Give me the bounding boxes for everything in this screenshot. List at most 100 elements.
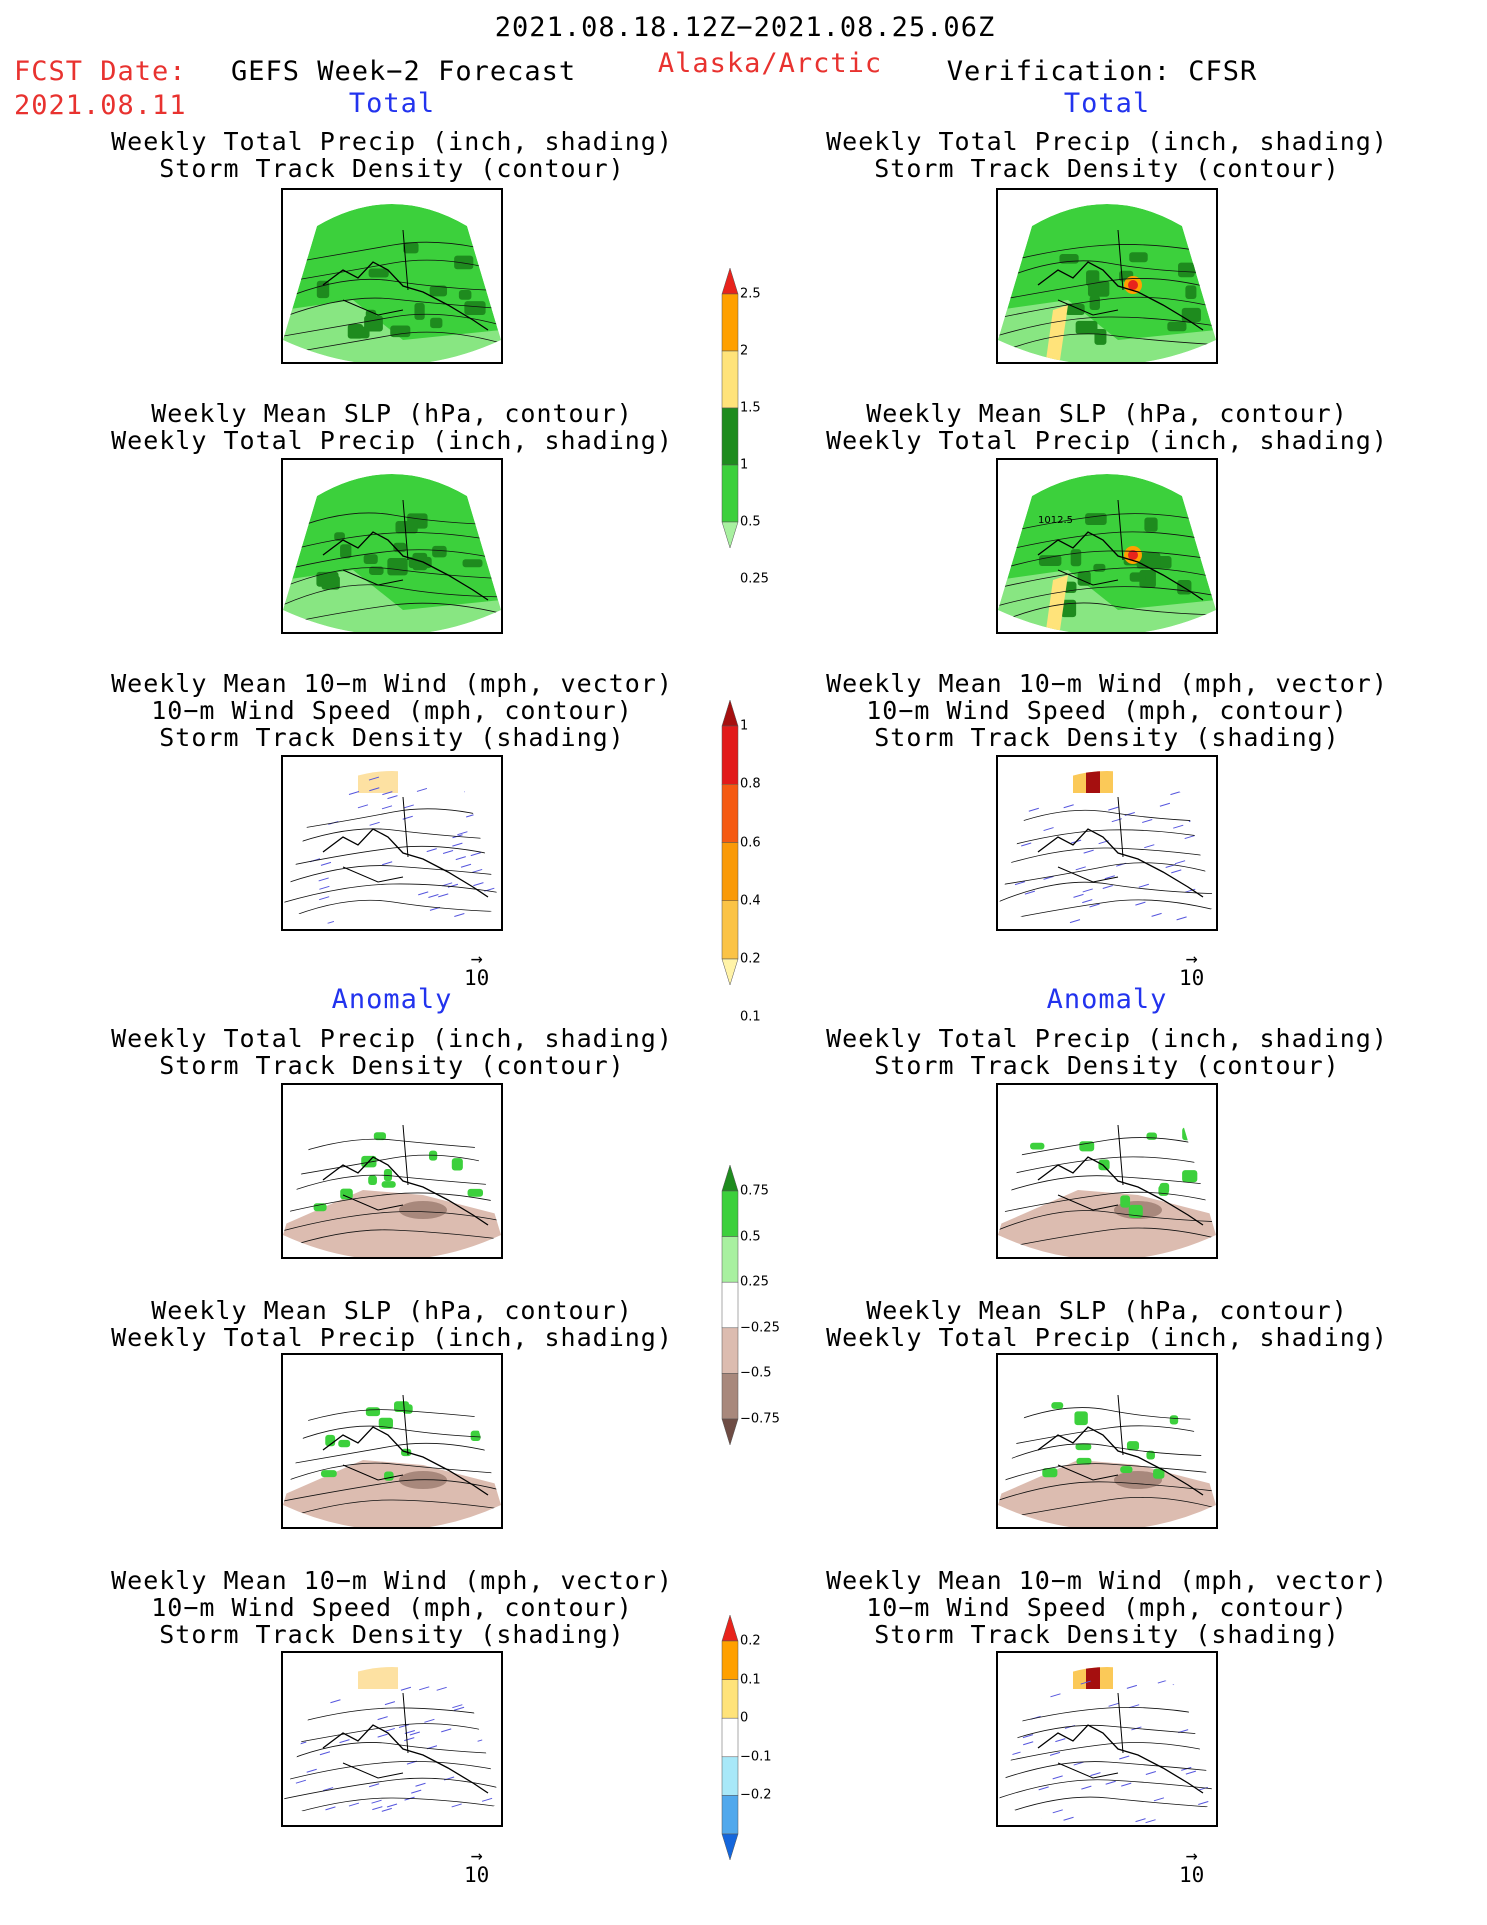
vector-ref-fc-anom: → 10: [464, 1843, 490, 1887]
map-panel-ver-anom-wind: [996, 1651, 1218, 1827]
map-graphic: [998, 204, 1216, 362]
map-graphic: [283, 771, 501, 929]
colorbar-tick-label: 1: [740, 718, 749, 734]
panel-title-ver-anom-wind: Weekly Mean 10−m Wind (mph, vector) 10−m …: [826, 1567, 1388, 1648]
panel-title-line: Storm Track Density (shading): [159, 1620, 625, 1649]
colorbar-tick-label: −0.1: [740, 1749, 772, 1765]
section-anomaly-left: Anomaly: [331, 984, 453, 1015]
panel-title-line: Weekly Total Precip (inch, shading): [111, 1024, 673, 1053]
colorbar-tick-label: 0.75: [740, 1183, 769, 1199]
colorbar-swatch: [721, 1679, 739, 1719]
colorbar-tick-label: 1.5: [740, 400, 761, 416]
vector-ref-ver-anom: → 10: [1179, 1843, 1205, 1887]
panel-title-line: 10−m Wind Speed (mph, contour): [866, 696, 1348, 725]
arrow-right-icon: →: [470, 946, 483, 970]
colorbar-swatch: [721, 521, 739, 549]
section-total-left: Total: [348, 88, 436, 119]
colorbar-swatch: [721, 350, 739, 409]
colorbar-tick-label: −0.2: [740, 1787, 772, 1803]
panel-title-line: Weekly Mean 10−m Wind (mph, vector): [826, 1566, 1388, 1595]
panel-title-line: Weekly Total Precip (inch, shading): [826, 426, 1388, 455]
colorbar-tick-label: 1: [740, 457, 749, 473]
map-graphic: [998, 1667, 1216, 1825]
colorbar-tick-label: 0.2: [740, 951, 761, 967]
colorbar-tick-label: 0.25: [740, 571, 769, 587]
colorbar-tick-label: 0.5: [740, 1229, 761, 1245]
colorbar-swatch: [721, 267, 739, 295]
colorbar-tick-label: 0.6: [740, 835, 761, 850]
panel-title-line: Weekly Total Precip (inch, shading): [826, 1024, 1388, 1053]
verification-label: Verification: CFSR: [946, 56, 1258, 87]
map-graphic: [998, 1099, 1216, 1257]
panel-title-line: 10−m Wind Speed (mph, contour): [151, 696, 633, 725]
fcst-date-label: FCST Date:: [14, 56, 187, 87]
colorbar-tick-label: 0.2: [740, 1633, 761, 1649]
colorbar-tick-label: 0: [740, 1710, 749, 1726]
section-anomaly-right: Anomaly: [1046, 984, 1168, 1015]
colorbar-swatch: [721, 1795, 739, 1835]
panel-title-line: Storm Track Density (shading): [159, 723, 625, 752]
panel-title-line: Weekly Total Precip (inch, shading): [111, 127, 673, 156]
colorbar-precip-anom: 0.75 0.5 0.25 −0.25 −0.5 −0.75: [720, 1164, 810, 1446]
panel-title-fc-anom-precip: Weekly Total Precip (inch, shading) Storm…: [111, 1025, 673, 1079]
colorbar-swatch: [721, 1418, 739, 1446]
map-panel-fc-total-precip: [281, 188, 503, 364]
map-panel-ver-anom-precip: [996, 1083, 1218, 1259]
colorbar-swatch: [721, 900, 739, 960]
panel-title-line: Weekly Mean SLP (hPa, contour): [151, 399, 633, 428]
map-graphic: [998, 771, 1216, 929]
map-panel-ver-anom-slp: [996, 1353, 1218, 1529]
vector-ref-ver-total: → 10: [1179, 946, 1205, 990]
map-graphic: [283, 204, 501, 362]
colorbar-swatch: [721, 293, 739, 352]
panel-title-line: Storm Track Density (contour): [874, 154, 1340, 183]
colorbar-swatch: [721, 1164, 739, 1192]
colorbar-precip-total: 2.5 2 1.5 1 0.5 0.25: [720, 267, 810, 586]
panel-title-line: Weekly Total Precip (inch, shading): [111, 426, 673, 455]
panel-title-ver-anom-slp: Weekly Mean SLP (hPa, contour) Weekly Tot…: [826, 1297, 1388, 1351]
colorbar-swatch: [721, 1190, 739, 1237]
arrow-right-icon: →: [1185, 1843, 1198, 1867]
colorbar-tick-label: 0.25: [740, 1274, 769, 1290]
contour-label: 1012.5: [1038, 515, 1073, 526]
colorbar-swatch: [721, 1236, 739, 1283]
colorbar-swatch: [721, 464, 739, 523]
panel-title-line: Storm Track Density (shading): [874, 1620, 1340, 1649]
map-graphic: [998, 1369, 1216, 1527]
colorbar-swatch: [721, 1281, 739, 1329]
colorbar-swatch: [721, 1614, 739, 1642]
colorbar-tick-label: 2.5: [740, 286, 761, 302]
map-panel-ver-total-precip: [996, 188, 1218, 364]
map-panel-fc-anom-wind: [281, 1651, 503, 1827]
colorbar-swatch: [721, 1373, 739, 1420]
map-panel-ver-total-wind: [996, 755, 1218, 931]
arrow-right-icon: →: [1185, 946, 1198, 970]
panel-title-line: Weekly Mean SLP (hPa, contour): [866, 1296, 1348, 1325]
panel-title-line: Weekly Mean SLP (hPa, contour): [866, 399, 1348, 428]
colorbar-tick-label: −0.75: [740, 1411, 780, 1427]
colorbar-tick-label: 0.8: [740, 776, 761, 792]
panel-title-line: Weekly Mean SLP (hPa, contour): [151, 1296, 633, 1325]
forecast-title: GEFS Week−2 Forecast: [231, 56, 577, 87]
panel-title-ver-total-precip: Weekly Total Precip (inch, shading) Storm…: [826, 128, 1388, 182]
colorbar-swatch: [721, 1327, 739, 1374]
section-total-right: Total: [1063, 88, 1151, 119]
colorbar-swatch: [721, 842, 739, 901]
map-panel-fc-total-wind: [281, 755, 503, 931]
panel-title-line: Weekly Mean 10−m Wind (mph, vector): [111, 669, 673, 698]
panel-title-line: 10−m Wind Speed (mph, contour): [866, 1593, 1348, 1622]
map-graphic: [283, 1099, 501, 1257]
panel-title-ver-total-wind: Weekly Mean 10−m Wind (mph, vector) 10−m …: [826, 670, 1388, 751]
fcst-date-value: 2021.08.11: [14, 90, 187, 121]
panel-title-fc-total-precip: Weekly Total Precip (inch, shading) Storm…: [111, 128, 673, 182]
panel-title-line: Storm Track Density (contour): [159, 1051, 625, 1080]
panel-title-line: Weekly Total Precip (inch, shading): [111, 1323, 673, 1352]
colorbar-storm-anom: 0.2 0.1 0 −0.1 −0.2: [720, 1614, 810, 1861]
panel-title-line: 10−m Wind Speed (mph, contour): [151, 1593, 633, 1622]
vector-ref-fc-total: → 10: [464, 946, 490, 990]
colorbar-swatch: [721, 725, 739, 785]
map-graphic: [283, 1667, 501, 1825]
colorbar-swatch: [721, 958, 739, 986]
map-graphic: [283, 474, 501, 632]
map-graphic: [283, 1369, 501, 1527]
